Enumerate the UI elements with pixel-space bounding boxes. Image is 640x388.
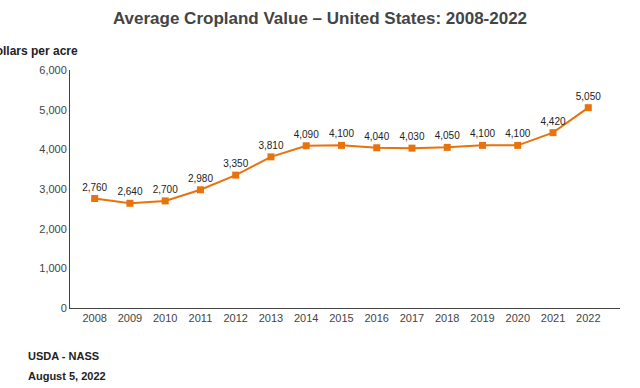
svg-text:2,760: 2,760 bbox=[82, 182, 107, 193]
svg-text:2012: 2012 bbox=[223, 312, 247, 324]
svg-text:4,090: 4,090 bbox=[294, 129, 319, 140]
svg-text:August 5, 2022: August 5, 2022 bbox=[28, 370, 106, 382]
svg-text:2,980: 2,980 bbox=[188, 173, 213, 184]
svg-text:2,640: 2,640 bbox=[117, 186, 142, 197]
svg-text:2017: 2017 bbox=[400, 312, 424, 324]
svg-text:3,000: 3,000 bbox=[39, 183, 67, 195]
svg-text:4,100: 4,100 bbox=[329, 128, 354, 139]
svg-text:4,050: 4,050 bbox=[435, 130, 460, 141]
svg-text:Dollars per acre: Dollars per acre bbox=[0, 44, 78, 58]
svg-text:2016: 2016 bbox=[364, 312, 388, 324]
svg-text:2,700: 2,700 bbox=[153, 184, 178, 195]
svg-text:2018: 2018 bbox=[435, 312, 459, 324]
svg-text:6,000: 6,000 bbox=[39, 64, 67, 76]
svg-text:4,100: 4,100 bbox=[505, 128, 530, 139]
svg-text:Average Cropland Value – Unite: Average Cropland Value – United States: … bbox=[113, 9, 527, 28]
svg-text:2015: 2015 bbox=[329, 312, 353, 324]
svg-text:2020: 2020 bbox=[506, 312, 530, 324]
svg-text:0: 0 bbox=[61, 302, 67, 314]
svg-text:4,030: 4,030 bbox=[399, 131, 424, 142]
svg-text:5,050: 5,050 bbox=[576, 91, 601, 102]
svg-text:2013: 2013 bbox=[259, 312, 283, 324]
svg-text:2011: 2011 bbox=[189, 312, 213, 324]
svg-text:2014: 2014 bbox=[294, 312, 318, 324]
svg-text:2009: 2009 bbox=[118, 312, 142, 324]
svg-text:1,000: 1,000 bbox=[39, 262, 67, 274]
svg-text:USDA - NASS: USDA - NASS bbox=[28, 350, 99, 362]
svg-text:3,810: 3,810 bbox=[258, 140, 283, 151]
svg-text:2,000: 2,000 bbox=[39, 223, 67, 235]
svg-text:2021: 2021 bbox=[541, 312, 565, 324]
svg-text:4,000: 4,000 bbox=[39, 143, 67, 155]
svg-text:2022: 2022 bbox=[576, 312, 600, 324]
svg-text:2010: 2010 bbox=[153, 312, 177, 324]
svg-text:2008: 2008 bbox=[82, 312, 106, 324]
svg-text:4,420: 4,420 bbox=[540, 116, 565, 127]
svg-text:5,000: 5,000 bbox=[39, 104, 67, 116]
svg-text:4,100: 4,100 bbox=[470, 128, 495, 139]
svg-text:4,040: 4,040 bbox=[364, 131, 389, 142]
svg-text:3,350: 3,350 bbox=[223, 158, 248, 169]
svg-text:2019: 2019 bbox=[470, 312, 494, 324]
